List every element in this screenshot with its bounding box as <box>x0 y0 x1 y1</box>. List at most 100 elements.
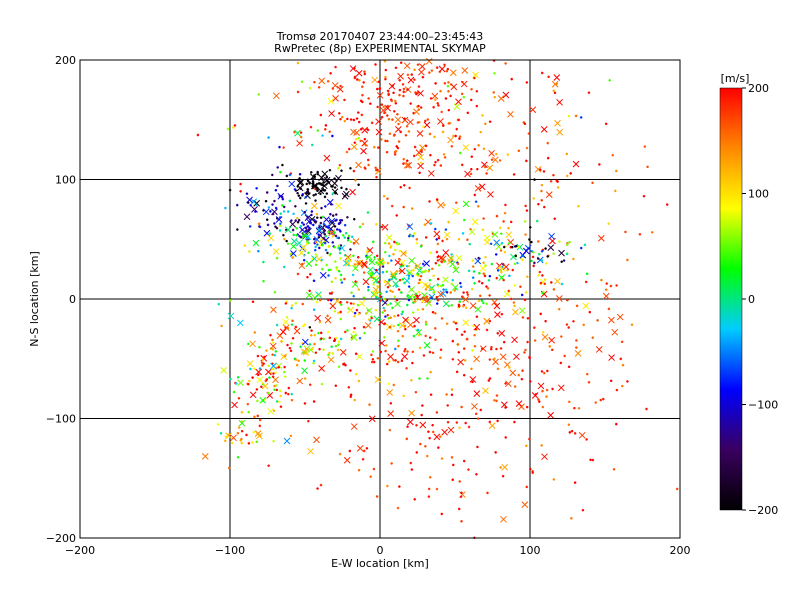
data-point-dot <box>477 256 480 260</box>
data-point-dot <box>310 329 313 332</box>
data-point-dot <box>357 288 360 291</box>
data-point-dot <box>271 338 274 342</box>
data-point-dot <box>461 232 465 235</box>
data-point-dot <box>539 312 542 316</box>
data-point-dot <box>363 72 367 76</box>
data-point-dot <box>383 297 386 301</box>
data-point-dot <box>410 468 414 471</box>
data-point-dot <box>226 127 230 131</box>
data-point-dot <box>334 344 338 348</box>
data-point-dot <box>417 290 421 294</box>
data-point-dot <box>353 327 356 330</box>
data-point-dot <box>493 96 496 99</box>
data-point-dot <box>402 158 405 161</box>
data-point-dot <box>389 302 392 305</box>
data-point-dot <box>589 458 592 462</box>
data-point-dot <box>487 279 491 282</box>
data-point-cross <box>288 180 296 188</box>
data-point-dot <box>473 193 477 197</box>
data-point-dot <box>229 299 232 302</box>
data-point-dot <box>297 359 300 362</box>
data-point-cross <box>347 306 354 314</box>
data-point-dot <box>417 281 420 285</box>
data-point-dot <box>530 240 533 244</box>
data-point-cross <box>399 321 406 329</box>
data-point-dot <box>314 193 317 196</box>
data-point-dot <box>367 318 371 321</box>
data-point-dot <box>509 220 513 224</box>
data-point-dot <box>397 339 400 342</box>
data-point-cross <box>482 387 489 395</box>
data-point-dot <box>450 145 453 148</box>
data-point-cross <box>478 183 486 191</box>
data-point-dot <box>424 323 428 326</box>
data-point-cross <box>414 293 421 301</box>
data-point-dot <box>318 294 321 297</box>
data-point-cross <box>541 453 548 461</box>
data-point-dot <box>586 373 589 376</box>
data-point-dot <box>407 298 411 302</box>
data-point-dot <box>496 266 500 270</box>
data-point-dot <box>551 348 554 352</box>
data-point-dot <box>294 325 298 329</box>
data-point-dot <box>319 234 322 237</box>
data-point-dot <box>376 254 379 258</box>
data-point-dot <box>247 383 250 386</box>
data-point-cross <box>302 349 310 356</box>
data-point-cross <box>394 126 402 133</box>
data-point-dot <box>386 303 389 307</box>
data-point-dot <box>285 316 289 319</box>
data-point-dot <box>376 285 379 288</box>
data-point-dot <box>245 192 249 195</box>
data-point-dot <box>232 390 236 394</box>
data-point-dot <box>422 270 426 274</box>
data-point-dot <box>402 205 405 209</box>
data-point-dot <box>288 173 292 177</box>
data-point-dot <box>339 337 343 341</box>
data-point-dot <box>387 92 390 96</box>
data-point-dot <box>551 387 554 391</box>
data-point-dot <box>434 227 437 231</box>
data-point-dot <box>499 466 502 469</box>
data-point-dot <box>224 439 227 443</box>
data-point-dot <box>615 169 618 173</box>
data-point-dot <box>540 259 544 262</box>
data-point-dot <box>562 259 566 262</box>
data-point-dot <box>508 274 511 277</box>
data-point-dot <box>458 137 461 140</box>
data-point-dot <box>565 152 568 156</box>
data-point-dot <box>459 495 463 498</box>
data-point-dot <box>434 161 437 164</box>
data-point-cross <box>275 216 283 223</box>
data-point-dot <box>427 430 430 433</box>
data-point-dot <box>273 222 276 225</box>
data-point-cross <box>231 401 238 409</box>
data-point-dot <box>314 199 317 202</box>
data-point-dot <box>314 253 318 256</box>
data-point-dot <box>329 252 332 256</box>
data-point-cross <box>558 249 565 257</box>
data-point-dot <box>435 66 439 69</box>
data-point-cross <box>327 97 335 105</box>
data-point-dot <box>496 419 499 423</box>
data-point-dot <box>424 320 428 324</box>
data-point-dot <box>247 411 250 414</box>
data-point-dot <box>320 258 323 262</box>
data-point-dot <box>473 147 476 151</box>
data-point-dot <box>318 347 321 351</box>
data-point-dot <box>231 441 234 445</box>
data-point-dot <box>385 290 388 294</box>
data-point-dot <box>327 330 330 334</box>
data-point-dot <box>424 144 428 148</box>
data-point-dot <box>482 272 485 275</box>
data-point-dot <box>240 411 244 414</box>
data-point-dot <box>412 269 415 272</box>
data-point-dot <box>329 299 333 302</box>
data-point-dot <box>313 81 316 84</box>
data-point-dot <box>479 294 482 297</box>
data-point-dot <box>334 65 337 69</box>
data-point-cross <box>246 196 253 204</box>
data-point-dot <box>428 350 432 354</box>
data-point-dot <box>560 335 563 338</box>
data-point-dot <box>523 220 527 223</box>
